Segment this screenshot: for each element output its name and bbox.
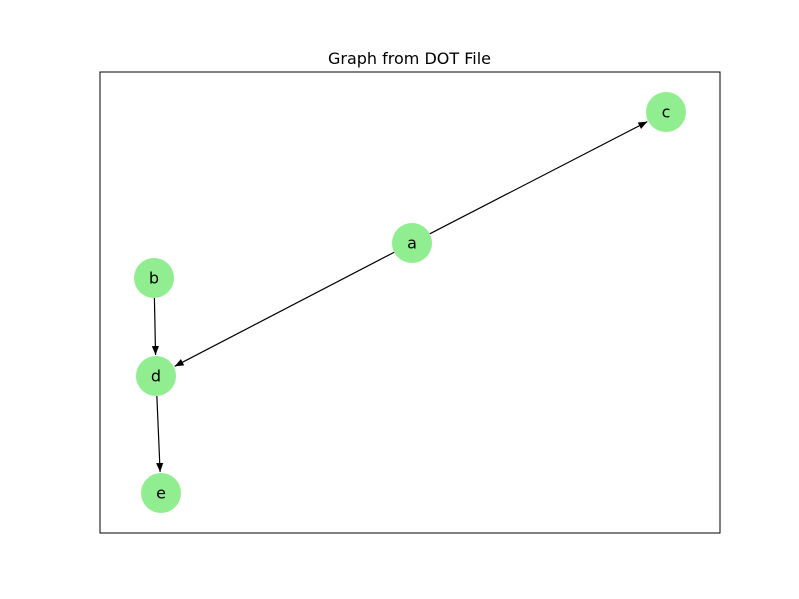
node-d: d	[136, 356, 176, 396]
edges-layer	[151, 121, 648, 473]
node-b: b	[134, 258, 174, 298]
node-c: c	[646, 92, 686, 132]
edge-d-e	[156, 395, 164, 473]
node-e: e	[141, 473, 181, 513]
node-circle-c	[646, 92, 686, 132]
node-circle-d	[136, 356, 176, 396]
node-circle-a	[392, 223, 432, 263]
node-label-e: e	[156, 484, 166, 503]
node-label-a: a	[407, 234, 417, 253]
node-circle-b	[134, 258, 174, 298]
plot-frame	[99, 71, 721, 534]
edge-b-d	[151, 297, 159, 356]
edge-a-c	[429, 121, 648, 235]
graph-title: Graph from DOT File	[328, 49, 491, 68]
node-a: a	[392, 223, 432, 263]
node-label-b: b	[149, 269, 159, 288]
edge-a-d	[174, 251, 395, 367]
nodes-layer: a b c d e	[134, 92, 686, 513]
node-label-c: c	[662, 103, 671, 122]
node-circle-e	[141, 473, 181, 513]
node-label-d: d	[151, 367, 161, 386]
